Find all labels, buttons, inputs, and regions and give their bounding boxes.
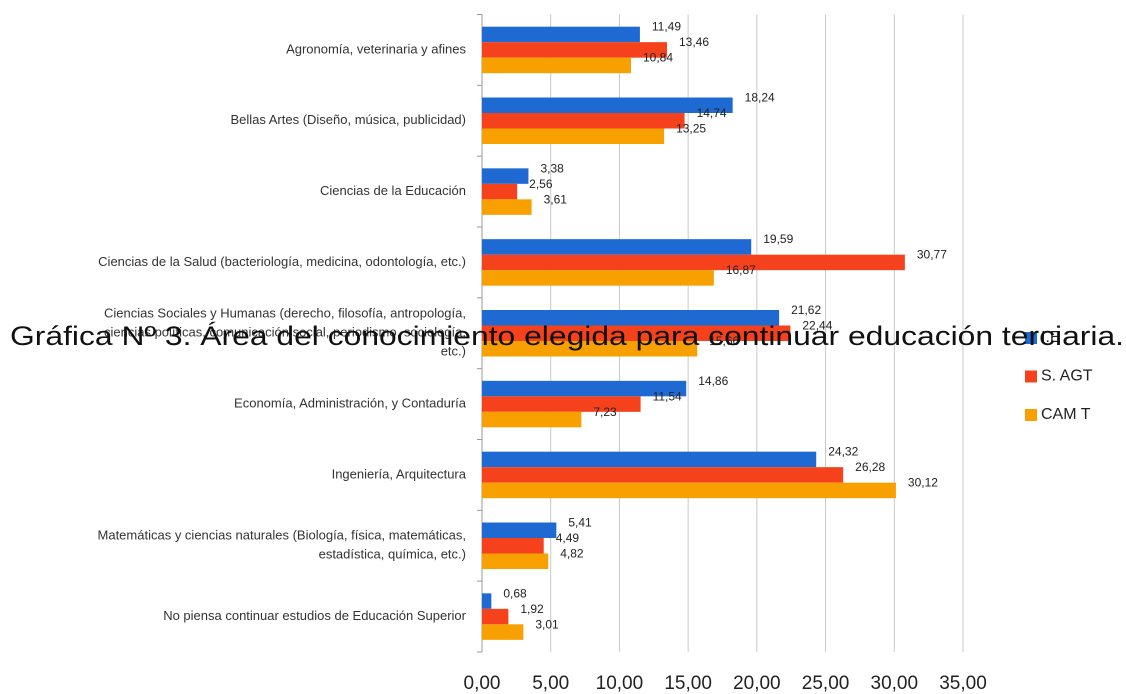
value-label: 5,41 [568, 515, 592, 529]
bar [482, 553, 549, 569]
bar [482, 183, 518, 200]
legend-swatch [1025, 370, 1037, 383]
value-label: 14,74 [697, 106, 727, 120]
value-label: 0,68 [503, 586, 527, 600]
y-tick-label: Bellas Artes (Diseño, música, publicidad… [230, 112, 466, 127]
bar [482, 396, 641, 412]
bar [482, 310, 780, 326]
chart-title: Gráfica Nº 3. Área del conocimiento eleg… [10, 321, 1124, 351]
bar [482, 168, 529, 184]
value-label: 13,25 [676, 121, 706, 135]
value-label: 4,82 [560, 546, 584, 560]
y-tick-label: Matemáticas y ciencias naturales (Biolog… [98, 528, 466, 562]
bar [482, 254, 905, 271]
label-line: Matemáticas y ciencias naturales (Biolog… [98, 528, 466, 543]
y-tick-label: No piensa continuar estudios de Educació… [163, 608, 466, 623]
legend-label: I.E [1041, 329, 1061, 346]
bar [482, 467, 844, 483]
x-tick-label: 15,00 [664, 673, 712, 694]
value-label: 26,28 [855, 460, 885, 474]
x-tick-label: 25,00 [802, 673, 850, 694]
value-label: 22,44 [802, 318, 832, 332]
x-tick-label: 30,00 [871, 673, 919, 694]
x-tick-label: 35,00 [939, 673, 987, 694]
legend-label: CAM T [1041, 406, 1091, 423]
bar [482, 42, 667, 58]
bar [482, 624, 524, 640]
value-label: 11,54 [653, 389, 682, 403]
bar [482, 522, 557, 538]
bar [482, 608, 509, 625]
y-tick-label: Agronomía, veterinaria y afines [286, 41, 466, 56]
bar [482, 26, 640, 43]
value-label: 3,01 [535, 617, 559, 631]
label-line: ciencias políticas, comunicación social,… [104, 325, 466, 340]
bar [482, 128, 665, 144]
legend-label: S. AGT [1041, 368, 1093, 385]
bar [482, 325, 791, 341]
value-label: 4,49 [556, 531, 580, 545]
value-label: 3,38 [540, 161, 564, 175]
bar [482, 113, 685, 129]
bar [482, 239, 752, 255]
bar [482, 538, 544, 554]
value-label: 15,66 [709, 334, 739, 348]
value-label: 3,61 [544, 192, 568, 206]
bar [482, 411, 582, 428]
bar [482, 57, 631, 74]
x-tick-label: 10,00 [596, 673, 644, 694]
label-line: estadística, química, etc.) [319, 547, 466, 562]
y-tick-label: Ciencias Sociales y Humanas (derecho, fi… [104, 306, 466, 359]
bar [482, 451, 817, 468]
y-tick-label: Ciencias de la Salud (bacteriología, med… [98, 254, 466, 269]
legend-swatch [1025, 332, 1037, 344]
value-label: 1,92 [520, 602, 544, 616]
bar [482, 593, 492, 609]
bar [482, 380, 687, 397]
value-label: 7,23 [593, 405, 617, 419]
bar [482, 97, 733, 113]
y-tick-label: Economía, Administración, y Contaduría [234, 396, 467, 411]
x-tick-label: 0,00 [464, 673, 501, 694]
value-label: 10,84 [643, 51, 673, 65]
y-tick-label: Ingeniería, Arquitectura [332, 466, 467, 481]
bar [482, 482, 896, 499]
value-label: 24,32 [828, 445, 858, 459]
bar [482, 270, 714, 286]
bar [482, 199, 532, 215]
x-tick-label: 5,00 [532, 673, 569, 694]
value-label: 18,24 [745, 90, 775, 104]
value-label: 19,59 [763, 232, 793, 246]
value-label: 21,62 [791, 303, 821, 317]
value-label: 30,77 [917, 248, 947, 262]
value-label: 30,12 [908, 476, 938, 490]
bar [482, 341, 698, 357]
value-label: 11,49 [652, 20, 681, 34]
label-line: Ciencias Sociales y Humanas (derecho, fi… [104, 306, 466, 321]
value-label: 2,56 [529, 177, 553, 191]
legend-swatch [1025, 409, 1037, 421]
label-line: etc.) [441, 344, 466, 359]
y-tick-label: Ciencias de la Educación [320, 183, 466, 198]
value-label: 13,46 [679, 35, 709, 49]
value-label: 16,87 [726, 263, 756, 277]
x-tick-label: 20,00 [733, 673, 781, 694]
value-label: 14,86 [698, 374, 728, 388]
